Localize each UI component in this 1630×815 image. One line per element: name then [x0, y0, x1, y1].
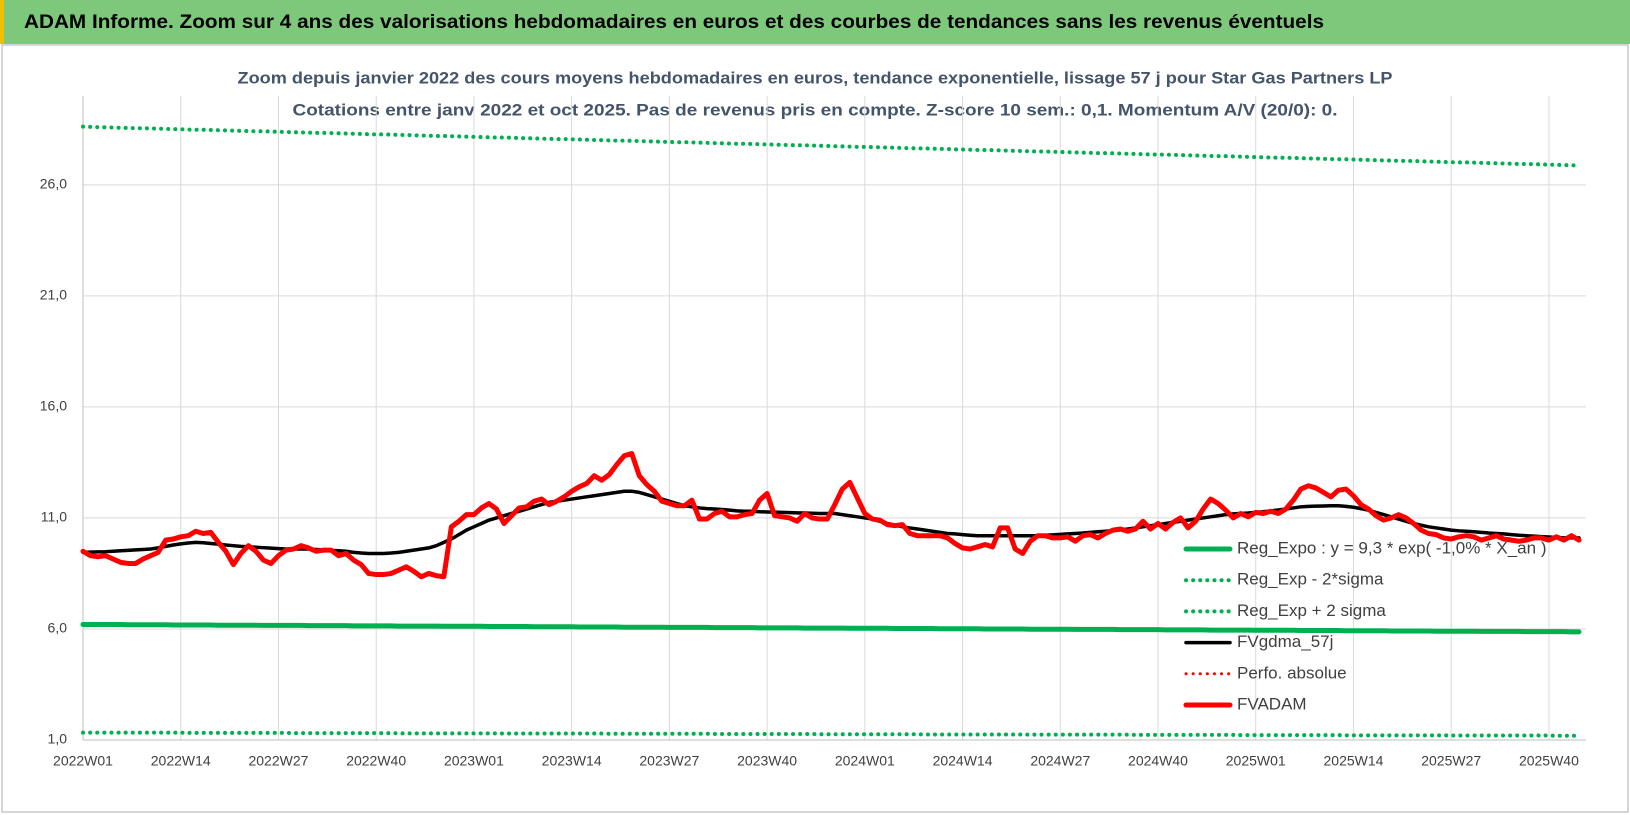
- x-tick-label: 2025W01: [1226, 753, 1286, 769]
- y-tick-label: 11,0: [41, 509, 67, 525]
- x-tick-label: 2022W01: [53, 753, 113, 769]
- series-line: [81, 730, 1581, 738]
- legend-label: Reg_Expo : y = 9,3 * exp( -1,0% * X_an ): [1237, 538, 1546, 557]
- header-bar: [0, 0, 1630, 44]
- chart-frame: [1, 44, 1629, 813]
- x-tick-label: 2022W40: [346, 753, 406, 769]
- series-line: [80, 622, 1582, 635]
- x-tick-label: 2025W27: [1421, 753, 1481, 769]
- x-tick-label: 2024W27: [1030, 753, 1090, 769]
- chart-subtitle: Cotations entre janv 2022 et oct 2025. P…: [293, 100, 1338, 119]
- x-tick-label: 2024W14: [933, 753, 993, 769]
- x-tick-label: 2025W14: [1324, 753, 1384, 769]
- y-tick-label: 26,0: [40, 176, 67, 192]
- header-accent: [0, 0, 4, 44]
- x-tick-label: 2022W14: [151, 753, 211, 769]
- x-tick-label: 2024W01: [835, 753, 895, 769]
- series-line: [81, 124, 1581, 168]
- x-tick-label: 2023W40: [737, 753, 797, 769]
- x-tick-label: 2025W40: [1519, 753, 1579, 769]
- legend-label: FVADAM: [1237, 694, 1307, 713]
- y-tick-label: 1,0: [48, 731, 68, 747]
- legend-label: Reg_Exp - 2*sigma: [1237, 570, 1384, 589]
- legend-label: Reg_Exp + 2 sigma: [1237, 601, 1386, 620]
- legend-label: Perfo. absolue: [1237, 663, 1347, 682]
- y-tick-label: 21,0: [40, 287, 67, 303]
- series-line: [80, 451, 1582, 580]
- header-title: ADAM Informe. Zoom sur 4 ans des valoris…: [24, 12, 1324, 33]
- x-tick-label: 2023W01: [444, 753, 504, 769]
- x-tick-label: 2023W14: [542, 753, 602, 769]
- x-tick-label: 2024W40: [1128, 753, 1188, 769]
- chart-title: Zoom depuis janvier 2022 des cours moyen…: [238, 68, 1393, 87]
- y-tick-label: 6,0: [48, 620, 68, 636]
- x-tick-label: 2023W27: [639, 753, 699, 769]
- y-tick-label: 16,0: [40, 398, 67, 414]
- x-tick-label: 2022W27: [248, 753, 308, 769]
- legend-label: FVgdma_57j: [1237, 632, 1333, 651]
